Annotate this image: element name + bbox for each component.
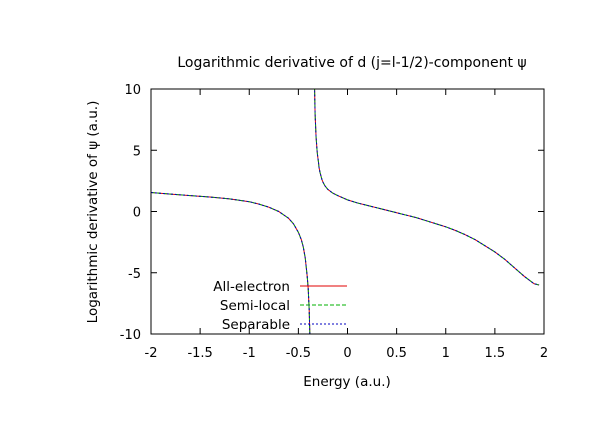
x-tick-label: -0.5 [286, 346, 311, 361]
legend-label: All-electron [213, 279, 290, 295]
legend-label: Semi-local [220, 298, 290, 314]
y-axis-label: Logarithmic derivative of ψ (a.u.) [85, 101, 101, 324]
series-layer [151, 89, 540, 334]
x-tick-label: 2 [540, 346, 548, 361]
y-tick-label: 10 [124, 83, 141, 98]
y-tick-label: 5 [133, 144, 141, 159]
plot-frame [150, 88, 545, 335]
y-tick-label: 0 [133, 206, 141, 221]
x-tick-label: -1.5 [187, 346, 212, 361]
x-tick-label: 0 [343, 346, 351, 361]
legend: All-electron Semi-local Separable [213, 279, 347, 333]
x-tick-label: 1.5 [485, 346, 506, 361]
y-tick-label: -10 [120, 328, 141, 343]
x-tick-label: 0.5 [386, 346, 407, 361]
legend-label: Separable [222, 317, 290, 333]
series-line-3 [151, 89, 540, 334]
x-tick-label: -1 [243, 346, 256, 361]
chart-title: Logarithmic derivative of d (j=l-1/2)-co… [177, 55, 526, 71]
x-axis-label: Energy (a.u.) [303, 374, 391, 390]
axis-ticks: -2 -1.5 -1 -0.5 0 0.5 1 1.5 2 10 5 0 -5 -10 [120, 83, 548, 361]
y-tick-label: -5 [128, 267, 141, 282]
x-tick-label: 1 [442, 346, 450, 361]
x-tick-label: -2 [145, 346, 158, 361]
